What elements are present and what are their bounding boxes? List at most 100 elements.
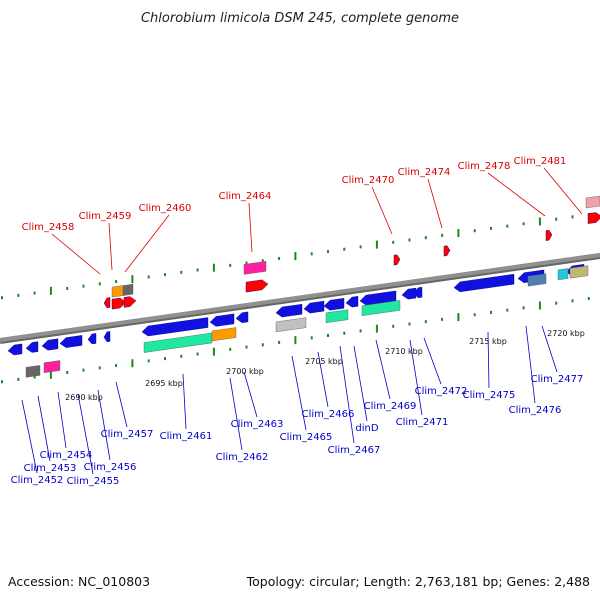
- leader-line: [51, 233, 101, 275]
- forward-gene-arrow: [103, 297, 111, 309]
- reverse-gene-arrow: [323, 298, 345, 311]
- forward-gene-arrow: [443, 245, 451, 257]
- reverse-gene-arrow: [345, 296, 359, 308]
- reverse-gene-label: Clim_2463: [231, 419, 284, 430]
- magenta-box: [243, 261, 267, 275]
- reverse-gene-label: Clim_2467: [328, 445, 381, 456]
- reverse-gene-arrow: [453, 273, 515, 293]
- leader-line: [409, 339, 423, 416]
- leader-line: [229, 377, 243, 451]
- reverse-gene-arrow: [275, 303, 303, 318]
- leader-line: [97, 389, 111, 461]
- forward-gene-label: Clim_2464: [219, 191, 272, 202]
- reverse-gene-arrow: [7, 343, 23, 356]
- reverse-gene-arrow: [401, 287, 417, 300]
- reverse-gene-label: dinD: [355, 423, 378, 434]
- leader-line: [182, 373, 187, 430]
- leader-line: [21, 399, 38, 474]
- leader-line: [541, 325, 558, 373]
- reverse-gene-label: Clim_2476: [509, 405, 562, 416]
- scale-label: 2695 kbp: [145, 379, 183, 388]
- reverse-gene-arrow: [59, 335, 83, 348]
- genome-summary-text: Topology: circular; Length: 2,763,181 bp…: [246, 574, 590, 589]
- leader-line: [124, 214, 170, 273]
- genome-backbone: [0, 252, 600, 344]
- reverse-gene-label: Clim_2455: [67, 476, 120, 487]
- leader-line: [317, 351, 329, 408]
- gray-box: [25, 365, 41, 378]
- leader-line: [525, 325, 536, 404]
- reverse-gene-label: Clim_2457: [101, 429, 154, 440]
- scale-label: 2690 kbp: [65, 393, 103, 402]
- reverse-gene-arrow: [359, 290, 397, 306]
- rna-box: [325, 309, 349, 324]
- forward-gene-label: Clim_2460: [139, 203, 192, 214]
- scale-label: 2710 kbp: [385, 347, 423, 356]
- accession-text: Accession: NC_010803: [8, 574, 150, 589]
- forward-gene-arrow: [587, 212, 600, 224]
- reverse-gene-arrow: [25, 341, 39, 353]
- orange-box: [211, 327, 237, 342]
- leader-line: [248, 202, 253, 253]
- forward-gene-label: Clim_2481: [514, 156, 567, 167]
- forward-gene-arrow: [393, 254, 401, 266]
- forward-gene-label: Clim_2459: [79, 211, 132, 222]
- gene-labels: Clim_2458 Clim_2459 Clim_2460 Clim_2464 Clim…: [11, 156, 584, 487]
- forward-gene-arrow: [123, 296, 137, 308]
- leader-line: [427, 178, 443, 229]
- steelblue-box: [527, 273, 547, 287]
- gray-box: [122, 283, 134, 296]
- reverse-gene-label: Clim_2475: [463, 390, 516, 401]
- reverse-gene-label: Clim_2461: [160, 431, 213, 442]
- reverse-gene-arrow: [103, 331, 111, 343]
- forward-gene-label: Clim_2478: [458, 161, 511, 172]
- forward-gene-label: Clim_2458: [22, 222, 75, 233]
- reverse-gene-arrow: [303, 300, 325, 314]
- scale-label: 2700 kbp: [226, 367, 264, 376]
- gray-box: [275, 317, 307, 333]
- reverse-gene-arrow: [413, 286, 423, 298]
- reverse-gene-label: Clim_2462: [216, 452, 269, 463]
- reverse-gene-arrow: [141, 317, 209, 337]
- leader-line: [57, 391, 67, 449]
- reverse-gene-label: Clim_2471: [396, 417, 449, 428]
- page-title: Chlorobium limicola DSM 245, complete ge…: [141, 11, 459, 26]
- leader-line: [353, 345, 368, 422]
- scale-labels: 2690 kbp 2695 kbp 2700 kbp 2705 kbp 2710 kbp…: [65, 329, 585, 402]
- leader-line: [37, 395, 51, 462]
- leader-line: [487, 331, 490, 389]
- scale-label: 2705 kbp: [305, 357, 343, 366]
- reverse-gene-arrow: [209, 313, 235, 327]
- forward-gene-label: Clim_2470: [342, 175, 395, 186]
- leader-line: [543, 167, 583, 215]
- leader-line: [339, 345, 355, 444]
- leader-line: [108, 222, 113, 271]
- reverse-gene-label: Clim_2456: [84, 462, 137, 473]
- scale-label: 2715 kbp: [469, 337, 507, 346]
- forward-gene-arrow: [245, 279, 269, 293]
- leader-line: [115, 381, 128, 428]
- rna-box: [361, 300, 401, 316]
- reverse-gene-label: Clim_2469: [364, 401, 417, 412]
- leader-line: [243, 371, 258, 418]
- cyan-box: [557, 268, 569, 281]
- orange-box: [111, 285, 125, 298]
- reverse-gene-label: Clim_2452: [11, 475, 64, 486]
- leader-line: [423, 337, 442, 385]
- reverse-gene-label: Clim_2454: [40, 450, 93, 461]
- reverse-gene-label: Clim_2477: [531, 374, 584, 385]
- gene-features: [7, 195, 600, 378]
- reverse-gene-label: Clim_2453: [24, 463, 77, 474]
- leader-line: [487, 172, 546, 217]
- leader-line: [371, 186, 393, 235]
- backbone-line: [0, 252, 600, 342]
- reverse-gene-label: Clim_2466: [302, 409, 355, 420]
- pink-box: [585, 195, 600, 209]
- rna-box: [143, 332, 213, 353]
- forward-gene-arrow: [545, 229, 553, 241]
- reverse-gene-arrow: [87, 333, 97, 345]
- reverse-gene-arrow: [41, 338, 59, 351]
- label-leaders: [21, 167, 583, 475]
- reverse-gene-label: Clim_2465: [280, 432, 333, 443]
